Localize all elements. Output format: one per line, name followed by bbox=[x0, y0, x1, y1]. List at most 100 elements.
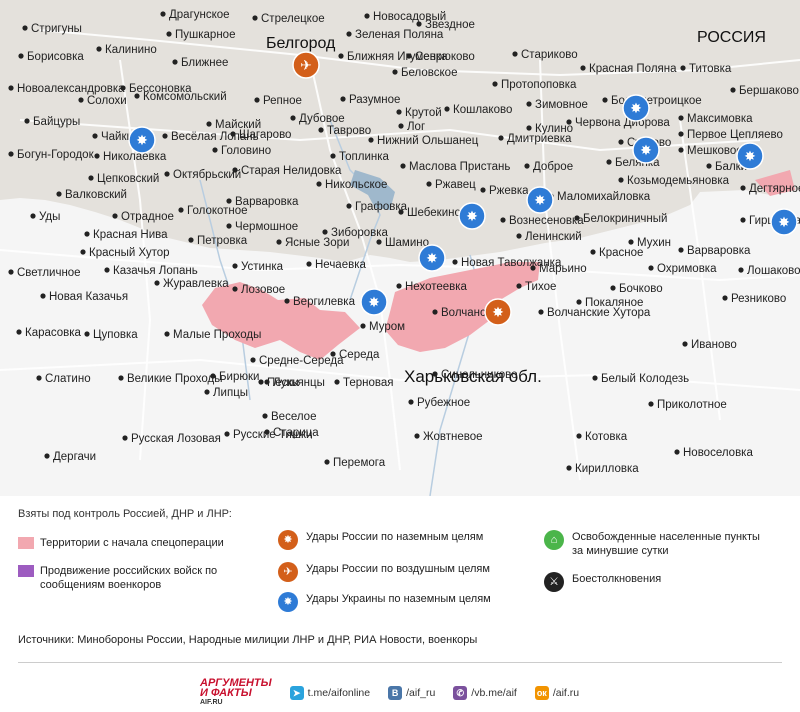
town-label: Лог bbox=[407, 121, 425, 133]
town: Шамино bbox=[376, 237, 429, 249]
town: Цепковский bbox=[88, 173, 159, 185]
town: Красный Хутор bbox=[80, 247, 170, 259]
town-label: Пески bbox=[267, 377, 299, 389]
town-dot bbox=[408, 399, 414, 405]
town-dot bbox=[392, 69, 398, 75]
town: Протопоповка bbox=[492, 79, 577, 91]
town: Титовка bbox=[680, 63, 732, 75]
town-dot bbox=[22, 25, 28, 31]
town: Головино bbox=[212, 145, 271, 157]
telegram-link[interactable]: ➤ t.me/aifonline bbox=[289, 686, 370, 700]
town-dot bbox=[678, 131, 684, 137]
town: Светличное bbox=[8, 267, 81, 279]
town-dot bbox=[678, 247, 684, 253]
town-dot bbox=[84, 231, 90, 237]
town: Пушкарное bbox=[166, 29, 235, 41]
town: Богун-Городок bbox=[8, 149, 95, 161]
town-label: Веселое bbox=[271, 411, 316, 423]
town: Дегтярное bbox=[740, 183, 800, 195]
town: Старица bbox=[264, 427, 319, 439]
plane-icon: ✈ bbox=[278, 562, 298, 582]
town: Бочково bbox=[610, 283, 663, 295]
town: Новая Таволжанка bbox=[452, 257, 562, 269]
town-dot bbox=[512, 51, 518, 57]
town-label: Кошлаково bbox=[453, 104, 512, 116]
town: Репное bbox=[254, 95, 302, 107]
town: Котовка bbox=[576, 431, 628, 443]
town-label: Новая Таволжанка bbox=[461, 257, 562, 269]
town-label: Маломихайловка bbox=[557, 191, 651, 203]
town-label: Приколотное bbox=[657, 399, 727, 411]
town-label: Майский bbox=[215, 119, 261, 131]
town-dot bbox=[36, 375, 42, 381]
town-dot bbox=[94, 153, 100, 159]
vk-link[interactable]: В /aif_ru bbox=[388, 686, 435, 700]
town: Графовка bbox=[346, 201, 408, 213]
town-label: Жовтневое bbox=[423, 431, 483, 443]
town-dot bbox=[682, 341, 688, 347]
rifle-icon: ⚔ bbox=[544, 572, 564, 592]
town-dot bbox=[628, 239, 634, 245]
town-label: Варваровка bbox=[235, 196, 299, 208]
town-label: Ржавец bbox=[435, 179, 476, 191]
town-label: Русские Тишки bbox=[233, 429, 312, 441]
town-label: Стрелецкое bbox=[261, 13, 325, 25]
pink-swatch bbox=[18, 537, 34, 549]
town-label: Великие Проходы bbox=[127, 373, 223, 385]
town-dot bbox=[444, 106, 450, 112]
town-label: Белокриничный bbox=[583, 213, 667, 225]
town-dot bbox=[480, 187, 486, 193]
town: Середа bbox=[330, 349, 380, 361]
town-label: Протопоповка bbox=[501, 79, 577, 91]
town: Новая Казачья bbox=[40, 291, 128, 303]
town-dot bbox=[134, 93, 140, 99]
town: Казачья Лопань bbox=[104, 265, 198, 277]
town: Белокриничный bbox=[574, 213, 667, 225]
town: Лошаково bbox=[738, 265, 800, 277]
town: Ближняя Игуменка bbox=[338, 51, 448, 63]
town-label: Мешковое bbox=[687, 145, 743, 157]
town: Ближнее bbox=[172, 57, 228, 69]
svg-text:✸: ✸ bbox=[492, 305, 504, 321]
svg-text:✸: ✸ bbox=[630, 101, 642, 117]
town: Охримовка bbox=[648, 263, 717, 275]
town-label: Чайки bbox=[101, 131, 133, 143]
divider bbox=[18, 662, 782, 663]
town-dot bbox=[8, 269, 14, 275]
town-label: Зеленая Поляна bbox=[355, 29, 444, 41]
town: Резниково bbox=[722, 293, 786, 305]
town: Старая Нелидовка bbox=[232, 165, 342, 177]
liberated-icon: ⌂ bbox=[544, 530, 564, 550]
town-dot bbox=[162, 133, 168, 139]
town: Слатино bbox=[36, 373, 91, 385]
town-label: Варваровка bbox=[687, 245, 751, 257]
town-label: Маслова Пристань bbox=[409, 161, 510, 173]
town: Таврово bbox=[318, 125, 371, 137]
town: Тихое bbox=[516, 281, 556, 293]
aif-logo: АРГУМЕНТЫ И ФАКТЫ AIF.RU bbox=[200, 677, 272, 707]
town-dot bbox=[530, 265, 536, 271]
town-label: Ясные Зори bbox=[285, 237, 349, 249]
town-label: Нижний Ольшанец bbox=[377, 135, 479, 147]
town: Беловское bbox=[392, 67, 457, 79]
town: Варваровка bbox=[226, 196, 299, 208]
viber-link[interactable]: ✆ /vb.me/aif bbox=[453, 686, 517, 700]
town-dot bbox=[232, 263, 238, 269]
town: Севрюково bbox=[406, 51, 475, 63]
plane-icon: ✈ bbox=[292, 51, 320, 79]
town-label: Весёлая Лопань bbox=[171, 131, 259, 143]
town-label: Ближнее bbox=[181, 57, 228, 69]
svg-text:✈: ✈ bbox=[300, 58, 312, 74]
town: Устинка bbox=[232, 261, 284, 273]
legend-item-russia-air: ✈ Удары России по воздушным целям bbox=[278, 562, 518, 582]
town-dot bbox=[500, 217, 506, 223]
town: Журавлевка bbox=[154, 278, 229, 290]
town: Октябрьский bbox=[164, 169, 241, 181]
town-label: Дубовое bbox=[299, 113, 345, 125]
ok-link[interactable]: ок /aif.ru bbox=[534, 686, 580, 700]
town-dot bbox=[112, 213, 118, 219]
town-label: Кирилловка bbox=[575, 463, 639, 475]
town-label: Таврово bbox=[327, 125, 371, 137]
town-label: Отрадное bbox=[121, 211, 174, 223]
town-label: Вергилевка bbox=[293, 296, 356, 308]
